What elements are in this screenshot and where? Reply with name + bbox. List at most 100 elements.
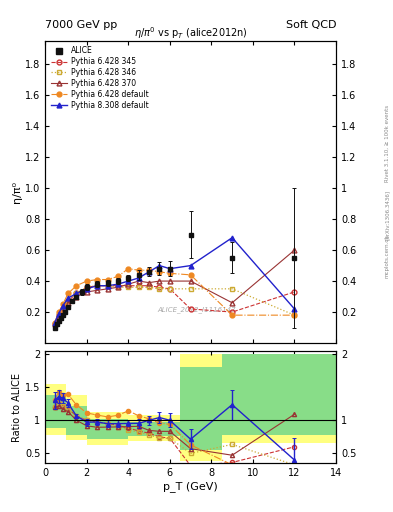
Pythia 8.308 default [136,275,141,281]
Line: Pythia 6.428 default: Pythia 6.428 default [52,266,297,325]
Pythia 8.308 default [230,234,235,241]
Line: Pythia 6.428 346: Pythia 6.428 346 [52,283,297,327]
Pythia 6.428 370 [167,278,172,284]
Pythia 6.428 default [66,290,70,296]
Pythia 8.308 default [147,269,151,275]
Pythia 6.428 370 [95,287,99,293]
Pythia 6.428 default [74,283,79,289]
Bar [66,395,87,440]
Pythia 6.428 345 [95,283,99,289]
Pythia 6.428 346 [292,312,297,318]
Bar [222,354,284,443]
Pythia 8.308 default [126,278,130,284]
Pythia 6.428 346 [126,284,130,290]
Pythia 6.428 346 [147,284,151,290]
Pythia 8.308 default [292,306,297,312]
Pythia 6.428 370 [52,322,57,328]
Title: $\eta/\pi^0$ vs p$_T$ (alice2012n): $\eta/\pi^0$ vs p$_T$ (alice2012n) [134,25,248,41]
Pythia 6.428 346 [61,306,65,312]
Pythia 6.428 default [105,276,110,283]
Pythia 6.428 default [126,266,130,272]
Pythia 8.308 default [95,283,99,289]
Pythia 6.428 345 [230,309,235,315]
Y-axis label: Ratio to ALICE: Ratio to ALICE [12,373,22,441]
Pythia 6.428 default [84,278,89,284]
Pythia 6.428 345 [74,290,79,296]
Pythia 8.308 default [157,263,162,269]
Pythia 6.428 default [147,267,151,273]
Pythia 6.428 370 [157,278,162,284]
Pythia 6.428 370 [56,314,61,320]
Pythia 6.428 default [167,270,172,276]
Text: [arXiv:1306.3436]: [arXiv:1306.3436] [385,190,389,240]
Pythia 6.428 345 [188,306,193,312]
Pythia 6.428 370 [61,307,65,313]
Text: Rivet 3.1.10, ≥ 100k events: Rivet 3.1.10, ≥ 100k events [385,105,389,182]
Pythia 6.428 345 [61,306,65,312]
Pythia 8.308 default [167,266,172,272]
Line: Pythia 6.428 345: Pythia 6.428 345 [52,283,297,327]
Pythia 6.428 370 [116,284,120,290]
Text: 7000 GeV pp: 7000 GeV pp [45,20,118,30]
Pythia 8.308 default [84,286,89,292]
Pythia 6.428 345 [157,284,162,290]
Pythia 6.428 346 [116,284,120,290]
Pythia 6.428 346 [167,286,172,292]
Bar [180,367,222,450]
Pythia 6.428 346 [56,312,61,318]
Legend: ALICE, Pythia 6.428 345, Pythia 6.428 346, Pythia 6.428 370, Pythia 6.428 defaul: ALICE, Pythia 6.428 345, Pythia 6.428 34… [49,45,151,112]
X-axis label: p_T (GeV): p_T (GeV) [163,481,218,492]
Bar [45,384,66,435]
Pythia 8.308 default [66,295,70,301]
Pythia 6.428 346 [188,286,193,292]
Pythia 6.428 default [157,269,162,275]
Pythia 6.428 346 [66,298,70,304]
Pythia 6.428 345 [147,283,151,289]
Pythia 6.428 345 [116,283,120,289]
Pythia 6.428 370 [84,289,89,295]
Pythia 8.308 default [74,290,79,296]
Pythia 6.428 345 [52,322,57,328]
Pythia 6.428 370 [66,300,70,306]
Text: Soft QCD: Soft QCD [286,20,336,30]
Pythia 6.428 346 [157,286,162,292]
Pythia 6.428 370 [136,278,141,284]
Pythia 6.428 346 [95,283,99,289]
Pythia 6.428 default [188,272,193,278]
Pythia 6.428 default [136,267,141,273]
Bar [222,354,284,435]
Pythia 6.428 345 [105,283,110,289]
Pythia 6.428 default [95,276,99,283]
Bar [87,412,128,445]
Pythia 6.428 346 [84,284,89,290]
Pythia 8.308 default [61,303,65,309]
Pythia 6.428 345 [136,283,141,289]
Pythia 8.308 default [56,311,61,317]
Pythia 6.428 370 [105,286,110,292]
Pythia 6.428 346 [74,290,79,296]
Pythia 6.428 default [292,312,297,318]
Pythia 6.428 370 [147,280,151,286]
Bar [66,406,87,435]
Bar [45,395,66,428]
Pythia 6.428 345 [66,298,70,304]
Bar [128,421,180,436]
Bar [87,419,128,439]
Text: ALICE_2012_I1116147: ALICE_2012_I1116147 [157,306,236,313]
Pythia 6.428 370 [188,278,193,284]
Pythia 6.428 345 [167,286,172,292]
Pythia 8.308 default [188,263,193,269]
Line: Pythia 8.308 default: Pythia 8.308 default [52,236,297,325]
Pythia 6.428 370 [126,281,130,287]
Text: mcplots.cern.ch: mcplots.cern.ch [385,234,389,278]
Pythia 8.308 default [116,281,120,287]
Line: Pythia 6.428 370: Pythia 6.428 370 [52,248,297,327]
Pythia 8.308 default [105,283,110,289]
Y-axis label: η/π⁰: η/π⁰ [12,181,22,203]
Pythia 6.428 default [52,320,57,326]
Pythia 6.428 default [56,309,61,315]
Pythia 6.428 345 [56,312,61,318]
Bar [180,354,222,461]
Pythia 6.428 default [230,312,235,318]
Bar [284,354,336,435]
